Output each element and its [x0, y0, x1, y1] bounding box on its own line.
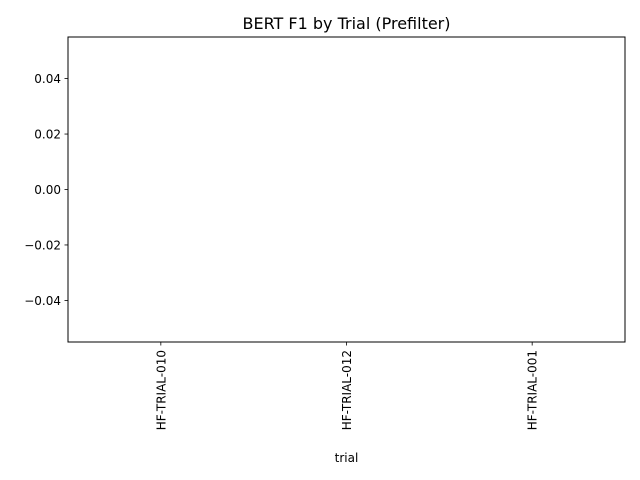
x-axis-label: trial	[335, 451, 359, 465]
y-tick-label: 0.00	[34, 183, 61, 197]
y-tick-label: 0.02	[34, 128, 61, 142]
x-tick-label: HF-TRIAL-001	[526, 350, 540, 430]
x-tick-label: HF-TRIAL-012	[340, 350, 354, 430]
y-axis: −0.04 −0.02 0.00 0.02 0.04	[24, 72, 68, 308]
y-tick-label: −0.04	[24, 294, 61, 308]
plot-frame	[67, 36, 626, 343]
y-tick-label: 0.04	[34, 72, 61, 86]
y-tick-label: −0.02	[24, 238, 61, 252]
x-axis: HF-TRIAL-010 HF-TRIAL-012 HF-TRIAL-001	[154, 342, 540, 430]
chart-title: BERT F1 by Trial (Prefilter)	[243, 14, 451, 33]
x-tick-label: HF-TRIAL-010	[154, 350, 168, 430]
